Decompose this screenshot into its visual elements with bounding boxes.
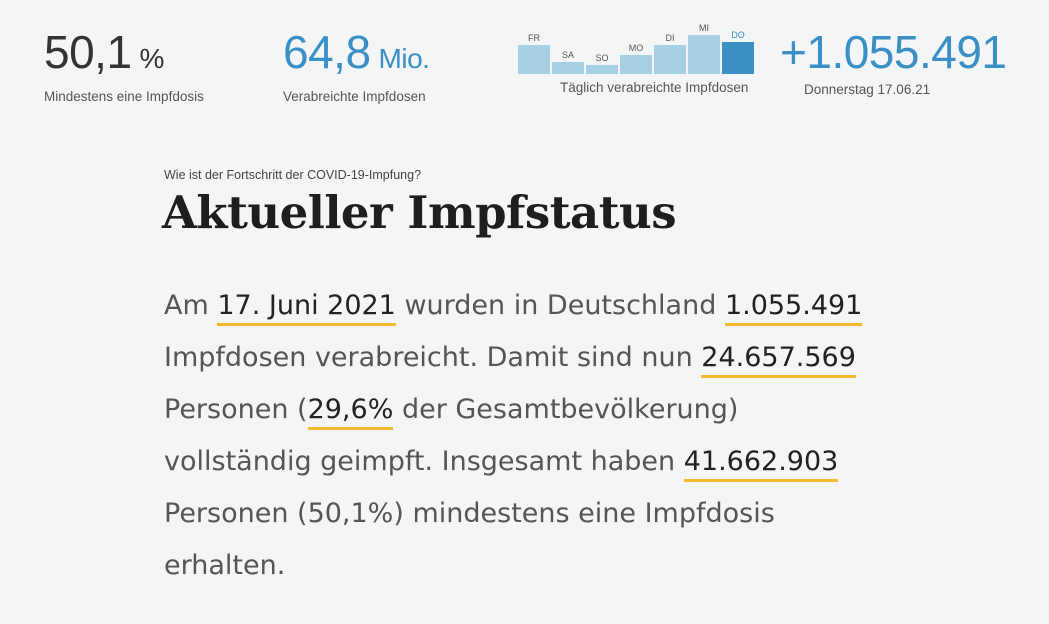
first-dose-value: 50,1% — [44, 26, 165, 78]
latest-doses-date: Donnerstag 17.06.21 — [804, 82, 931, 97]
paragraph-text: wurden in Deutschland — [395, 290, 725, 321]
daily-bar-mo — [620, 55, 652, 74]
date-highlight: 17. Juni 2021 — [217, 290, 396, 326]
article-headline: Aktueller Impfstatus — [162, 186, 677, 239]
article-paragraph: Am 17. Juni 2021 wurden in Deutschland 1… — [164, 280, 884, 592]
latest-doses-value: +1.055.491 — [780, 26, 1007, 78]
at-least-one-dose-highlight: 41.662.903 — [683, 446, 839, 482]
daily-bar-label-so: SO — [595, 53, 609, 63]
paragraph-text: Am — [164, 290, 218, 321]
daily-doses-bar-chart: FR SA SO MO DI MI DO — [518, 23, 754, 74]
daily-bar-label-di: DI — [665, 33, 675, 43]
fully-vaccinated-highlight: 24.657.569 — [701, 342, 856, 378]
fully-vaccinated-percent-highlight: 29,6% — [307, 394, 394, 430]
daily-bar-fr — [518, 45, 550, 74]
daily-doses-caption: Täglich verabreichte Impfdosen — [560, 80, 749, 95]
paragraph-text: Personen (50,1%) mindestens eine Impfdos… — [164, 498, 775, 581]
daily-bar-sa — [552, 62, 584, 74]
daily-bar-label-sa: SA — [561, 50, 574, 60]
article-kicker: Wie ist der Fortschritt der COVID-19-Imp… — [164, 168, 422, 182]
daily-bar-label-mo: MO — [628, 43, 644, 53]
first-dose-unit: % — [139, 43, 165, 74]
daily-bar-label-fr: FR — [528, 33, 540, 43]
first-dose-stat: 50,1% Mindestens eine Impfdosis — [44, 26, 204, 104]
paragraph-text: Personen ( — [164, 394, 308, 425]
daily-doses-highlight: 1.055.491 — [724, 290, 863, 326]
paragraph-text: Impfdosen verabreicht. Damit sind nun — [164, 342, 702, 373]
daily-bar-mi — [688, 35, 720, 74]
total-doses-value: 64,8 Mio. — [283, 26, 430, 78]
first-dose-label: Mindestens eine Impfdosis — [44, 89, 204, 104]
latest-doses-stat: +1.055.491 Donnerstag 17.06.21 — [780, 26, 1007, 97]
total-doses-unit: Mio. — [378, 43, 430, 74]
daily-bar-di — [654, 45, 686, 74]
paragraph-text: der Gesamtbevölkerung) vollständig geimp… — [164, 394, 739, 477]
daily-bar-so — [586, 65, 618, 74]
daily-bar-do — [722, 42, 754, 74]
total-doses-stat: 64,8 Mio. Verabreichte Impfdosen — [283, 26, 430, 104]
daily-bar-label-mi: MI — [699, 23, 709, 33]
daily-bar-label-do: DO — [731, 30, 745, 40]
total-doses-label: Verabreichte Impfdosen — [283, 89, 426, 104]
